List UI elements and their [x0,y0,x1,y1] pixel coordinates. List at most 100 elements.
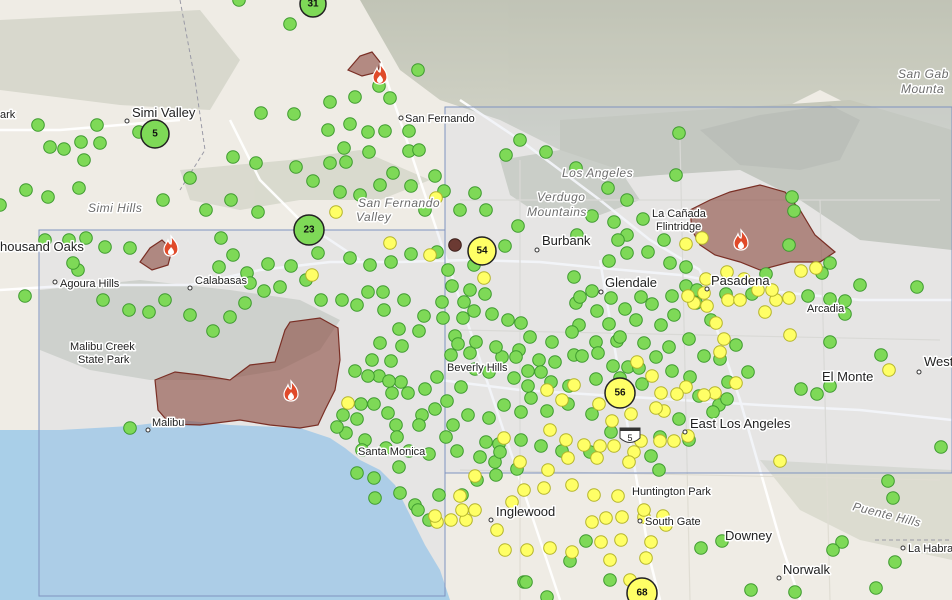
sensor-moderate[interactable] [490,523,504,537]
sensor-good[interactable] [444,348,458,362]
sensor-good[interactable] [362,145,376,159]
sensor-good[interactable] [663,256,677,270]
sensor-good[interactable] [378,124,392,138]
sensor-good[interactable] [306,174,320,188]
sensor-moderate[interactable] [751,283,765,297]
sensor-good[interactable] [289,160,303,174]
sensor-good[interactable] [810,387,824,401]
fire-icon[interactable] [733,228,749,251]
sensor-good[interactable] [412,418,426,432]
sensor-good[interactable] [618,302,632,316]
sensor-good[interactable] [682,332,696,346]
sensor-moderate[interactable] [639,551,653,565]
sensor-moderate[interactable] [517,483,531,497]
sensor-good[interactable] [66,256,80,270]
sensor-good[interactable] [243,276,257,290]
sensor-good[interactable] [212,260,226,274]
sensor-good[interactable] [823,379,837,393]
sensor-good[interactable] [456,311,470,325]
sensor-good[interactable] [497,398,511,412]
sensor-good[interactable] [606,359,620,373]
sensor-good[interactable] [384,354,398,368]
sensor-moderate[interactable] [513,455,527,469]
sensor-moderate[interactable] [783,328,797,342]
sensor-good[interactable] [801,289,815,303]
sensor-good[interactable] [412,324,426,338]
sensor-good[interactable] [411,503,425,517]
sensor-good[interactable] [232,0,246,7]
sensor-good[interactable] [794,382,808,396]
sensor-good[interactable] [287,107,301,121]
sensor-moderate[interactable] [565,545,579,559]
sensor-moderate[interactable] [809,261,823,275]
sensor-cluster-23[interactable]: 23 [293,214,325,246]
sensor-good[interactable] [77,153,91,167]
sensor-good[interactable] [339,155,353,169]
sensor-moderate[interactable] [681,289,695,303]
sensor-good[interactable] [98,240,112,254]
sensor-moderate[interactable] [305,268,319,282]
sensor-good[interactable] [284,259,298,273]
sensor-good[interactable] [667,308,681,322]
sensor-good[interactable] [910,280,924,294]
sensor-good[interactable] [397,293,411,307]
sensor-good[interactable] [355,443,369,457]
sensor-good[interactable] [499,148,513,162]
sensor-moderate[interactable] [645,369,659,383]
sensor-good[interactable] [826,543,840,557]
sensor-good[interactable] [386,166,400,180]
sensor-moderate[interactable] [720,265,734,279]
sensor-good[interactable] [323,156,337,170]
sensor-good[interactable] [336,408,350,422]
sensor-good[interactable] [206,324,220,338]
sensor-good[interactable] [394,375,408,389]
sensor-good[interactable] [482,365,496,379]
fire-icons[interactable] [163,62,749,402]
sensor-good[interactable] [513,133,527,147]
sensor-good[interactable] [715,534,729,548]
sensor-good[interactable] [350,298,364,312]
sensor-good[interactable] [720,392,734,406]
sensor-good[interactable] [72,181,86,195]
sensor-moderate[interactable] [453,489,467,503]
sensor-moderate[interactable] [679,380,693,394]
sensor-good[interactable] [392,460,406,474]
sensor-moderate[interactable] [611,489,625,503]
sensor-moderate[interactable] [670,387,684,401]
sensor-good[interactable] [565,325,579,339]
sensor-good[interactable] [649,350,663,364]
sensor-good[interactable] [620,193,634,207]
sensor-good[interactable] [223,310,237,324]
sensor-good[interactable] [439,430,453,444]
sensor-good[interactable] [545,335,559,349]
sensor-good[interactable] [368,491,382,505]
sensor-good[interactable] [432,488,446,502]
sensor-good[interactable] [224,193,238,207]
sensor-good[interactable] [468,362,482,376]
sensor-good[interactable] [489,340,503,354]
sensor-moderate[interactable] [607,439,621,453]
sensor-good[interactable] [373,178,387,192]
sensor-good[interactable] [385,386,399,400]
sensor-moderate[interactable] [329,205,343,219]
sensor-good[interactable] [641,245,655,259]
sensor-good[interactable] [575,349,589,363]
sensor-good[interactable] [418,203,432,217]
sensor-good[interactable] [694,541,708,555]
sensor-good[interactable] [314,293,328,307]
sensor-good[interactable] [249,156,263,170]
sensor-cluster-31[interactable]: 31 [299,0,327,18]
sensor-moderate[interactable] [644,535,658,549]
sensor-good[interactable] [422,447,436,461]
sensor-moderate[interactable] [630,355,644,369]
sensor-good[interactable] [428,402,442,416]
sensor-good[interactable] [463,283,477,297]
sensor-good[interactable] [489,468,503,482]
sensor-good[interactable] [934,440,948,454]
sensor-moderate[interactable] [383,236,397,250]
sensor-good[interactable] [636,212,650,226]
sensor-good[interactable] [238,296,252,310]
sensor-good[interactable] [379,441,393,455]
sensor-good[interactable] [390,430,404,444]
sensor-good[interactable] [585,209,599,223]
